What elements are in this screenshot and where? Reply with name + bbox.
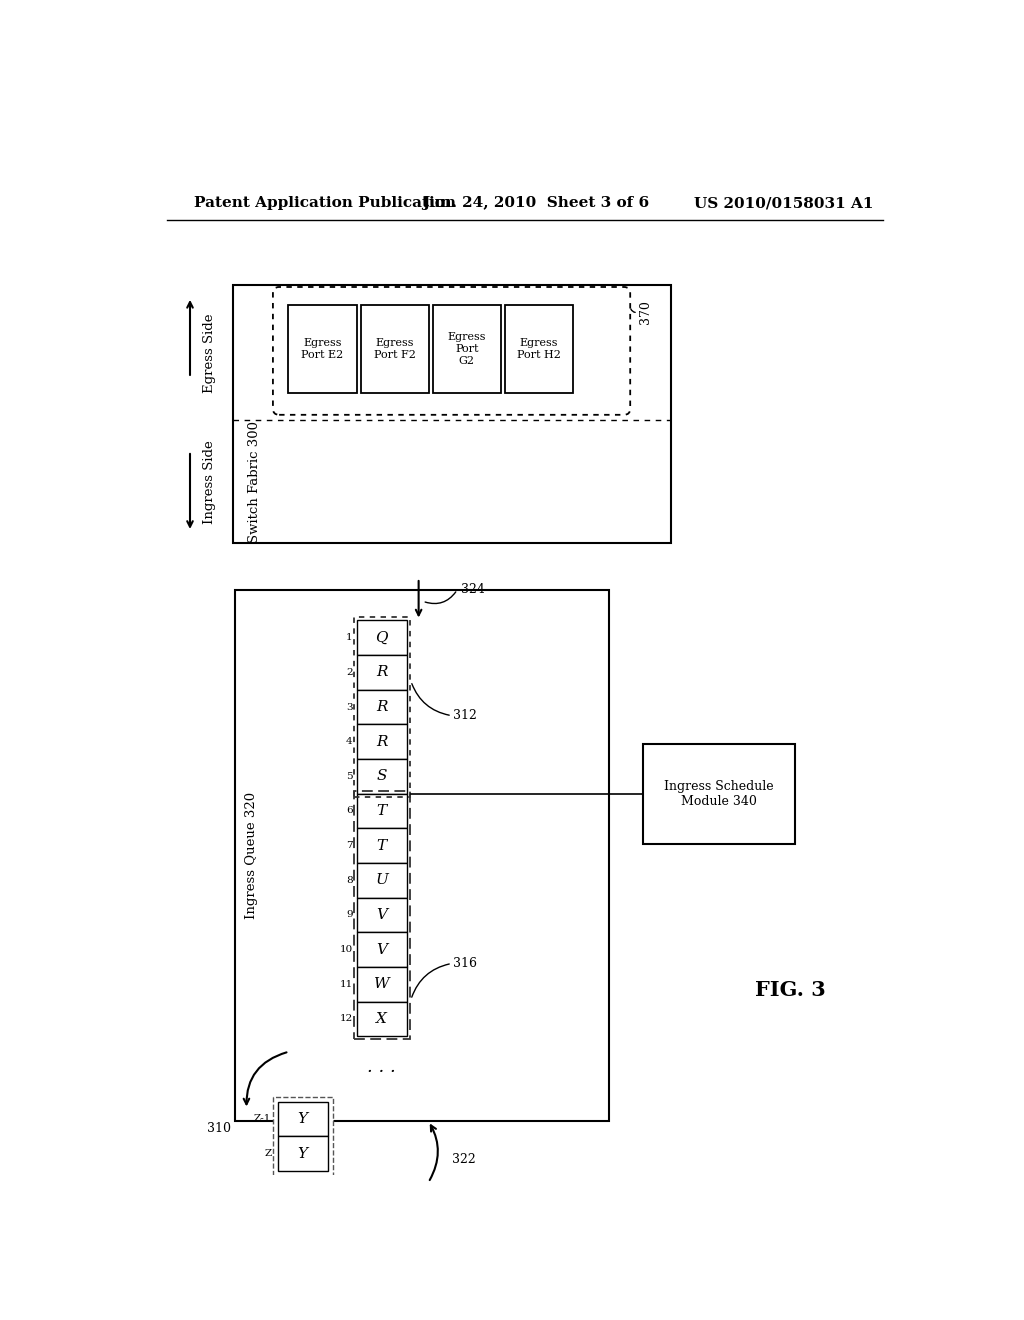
Text: US 2010/0158031 A1: US 2010/0158031 A1	[693, 197, 873, 210]
Text: W: W	[374, 977, 389, 991]
Bar	[278, 1137, 328, 1171]
Text: 7: 7	[346, 841, 352, 850]
Text: Z: Z	[264, 1150, 271, 1158]
Text: Egress
Port
G2: Egress Port G2	[447, 333, 486, 366]
Text: 3: 3	[346, 702, 352, 711]
Bar	[353, 791, 410, 1039]
Text: 2: 2	[346, 668, 352, 677]
Text: U: U	[376, 874, 388, 887]
Text: . . .: . . .	[368, 1059, 396, 1076]
Text: 12: 12	[340, 1014, 352, 1023]
Bar	[234, 590, 608, 1121]
Text: FIG. 3: FIG. 3	[756, 979, 826, 1001]
Bar	[356, 829, 407, 863]
Text: 324: 324	[461, 583, 485, 597]
Text: Ingress Queue 320: Ingress Queue 320	[246, 792, 258, 919]
Bar	[356, 620, 407, 655]
Text: R: R	[376, 665, 387, 680]
Text: Patent Application Publication: Patent Application Publication	[194, 197, 456, 210]
Bar	[360, 305, 429, 393]
Text: Ingress Schedule
Module 340: Ingress Schedule Module 340	[665, 780, 774, 808]
Bar	[356, 690, 407, 725]
Text: T: T	[377, 804, 387, 818]
Bar	[356, 1002, 407, 1036]
Text: Switch Fabric 300: Switch Fabric 300	[248, 421, 261, 543]
Text: Egress
Port F2: Egress Port F2	[374, 338, 416, 360]
Bar	[643, 743, 795, 843]
Bar	[278, 1102, 328, 1137]
Bar	[273, 1097, 333, 1176]
Text: 6: 6	[346, 807, 352, 816]
Text: Y: Y	[298, 1111, 308, 1126]
Text: 370: 370	[640, 301, 652, 325]
Text: Egress
Port E2: Egress Port E2	[301, 338, 344, 360]
Text: S: S	[377, 770, 387, 783]
Bar	[356, 968, 407, 1002]
FancyBboxPatch shape	[273, 286, 630, 414]
Text: 4: 4	[346, 737, 352, 746]
Bar	[505, 305, 572, 393]
Bar	[356, 932, 407, 966]
Text: R: R	[376, 735, 387, 748]
Text: T: T	[377, 838, 387, 853]
Text: Y: Y	[298, 1147, 308, 1160]
Text: R: R	[376, 700, 387, 714]
Text: Ingress Side: Ingress Side	[203, 440, 216, 524]
Bar	[356, 793, 407, 829]
Text: X: X	[377, 1012, 387, 1026]
Text: Z-1: Z-1	[254, 1114, 271, 1123]
Bar	[232, 285, 671, 544]
Bar	[356, 759, 407, 793]
Text: 322: 322	[452, 1152, 475, 1166]
Text: Egress Side: Egress Side	[203, 313, 216, 392]
Text: 312: 312	[454, 709, 477, 722]
Text: 310: 310	[207, 1122, 231, 1135]
Text: 316: 316	[454, 957, 477, 970]
Text: 9: 9	[346, 911, 352, 920]
Text: Egress
Port H2: Egress Port H2	[517, 338, 561, 360]
Text: Jun. 24, 2010  Sheet 3 of 6: Jun. 24, 2010 Sheet 3 of 6	[423, 197, 649, 210]
Bar	[356, 898, 407, 932]
Text: 11: 11	[340, 979, 352, 989]
Bar	[432, 305, 501, 393]
Text: 8: 8	[346, 875, 352, 884]
Text: V: V	[376, 942, 387, 957]
Bar	[356, 725, 407, 759]
Bar	[353, 618, 410, 797]
Text: V: V	[376, 908, 387, 921]
Bar	[356, 863, 407, 898]
Bar	[356, 655, 407, 689]
Text: 5: 5	[346, 772, 352, 781]
Text: 1: 1	[346, 634, 352, 643]
Text: 10: 10	[340, 945, 352, 954]
Text: Q: Q	[376, 631, 388, 644]
Bar	[289, 305, 356, 393]
